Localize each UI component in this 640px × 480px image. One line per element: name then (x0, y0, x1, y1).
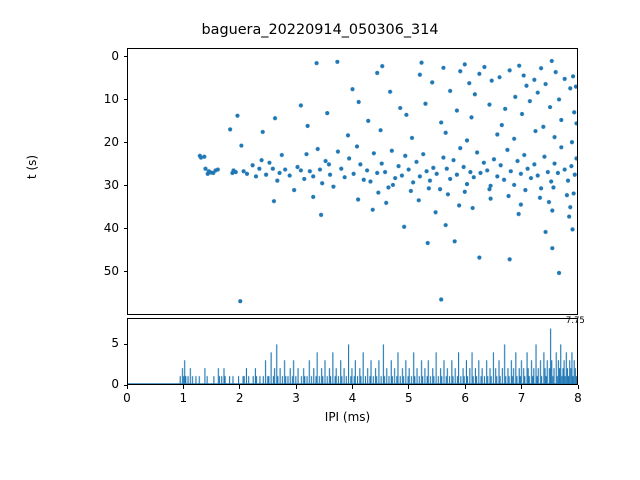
x-tick-mark (408, 385, 410, 389)
scatter-plot-panel (127, 48, 578, 315)
x-tick-label: 2 (235, 391, 244, 405)
x-tick-label: 8 (574, 391, 582, 405)
hist-y-tick-label: 5 (111, 336, 119, 351)
y-tick-label: 10 (103, 91, 119, 106)
x-tick-mark (464, 385, 466, 389)
histogram-bars-canvas (128, 319, 577, 384)
x-tick-mark (126, 385, 128, 389)
x-tick-mark (182, 385, 184, 389)
y-tick-label: 40 (103, 220, 119, 235)
x-tick-label: 5 (405, 391, 413, 405)
x-tick-mark (577, 385, 579, 389)
x-axis-label: IPI (ms) (324, 410, 371, 424)
y-tick-mark (123, 185, 127, 187)
y-tick-mark (123, 271, 127, 273)
x-tick-label: 1 (179, 391, 188, 405)
x-tick-label: 4 (348, 391, 357, 405)
y-tick-label: 0 (111, 48, 119, 63)
x-tick-label: 0 (123, 391, 131, 405)
hist-y-tick-mark (123, 384, 127, 386)
y-tick-mark (123, 228, 127, 230)
x-tick-mark (521, 385, 523, 389)
hist-y-tick-label: 0 (111, 377, 119, 391)
y-tick-label: 50 (103, 263, 119, 278)
x-tick-mark (295, 385, 297, 389)
scatter-points-canvas (128, 49, 577, 314)
hist-y-tick-mark (123, 343, 127, 345)
x-tick-label: 7 (517, 391, 526, 405)
x-tick-label: 3 (292, 391, 300, 405)
y-tick-mark (123, 99, 127, 101)
figure-title: baguera_20220914_050306_314 (201, 22, 439, 38)
histogram-panel (127, 318, 578, 385)
y-tick-mark (123, 56, 127, 58)
y-tick-label: 30 (103, 177, 119, 192)
y-tick-label: 20 (103, 134, 119, 149)
x-tick-label: 6 (461, 391, 470, 405)
x-tick-mark (352, 385, 353, 389)
y-tick-mark (123, 142, 127, 144)
y-axis-label: t (s) (25, 154, 39, 180)
peak-annotation-label: 7.75 (565, 316, 585, 326)
x-tick-mark (239, 385, 241, 389)
